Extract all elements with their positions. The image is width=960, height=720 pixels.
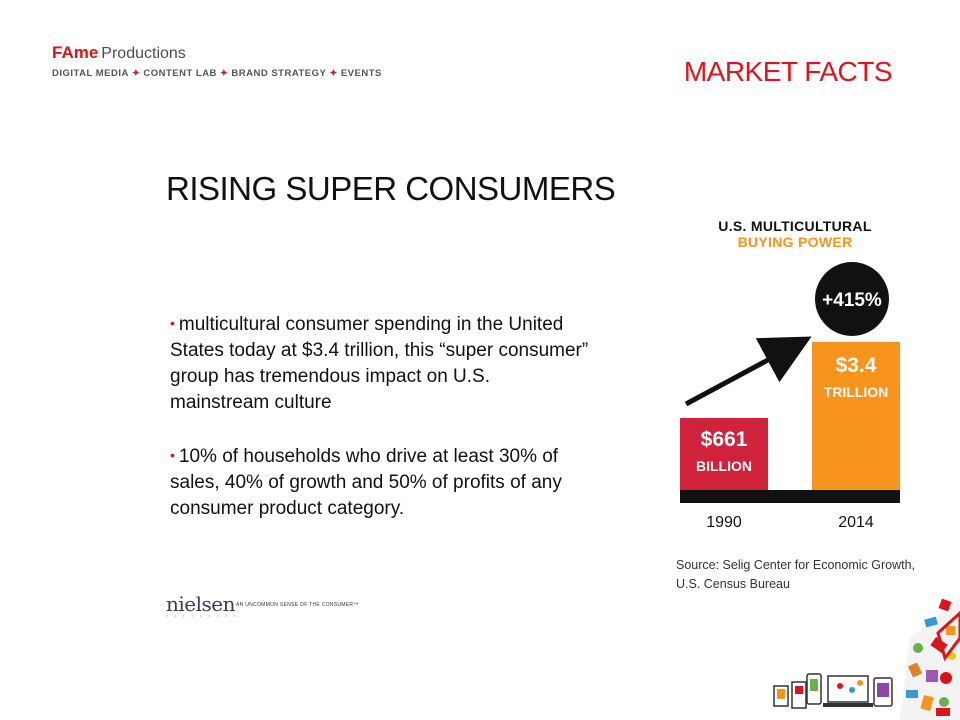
- nielsen-logo: nielsen • • • • • • • • • AN UNCOMMON SE…: [166, 592, 358, 618]
- colorful-pattern: [900, 598, 960, 720]
- bar-2014-value: $3.4: [836, 354, 877, 377]
- source-line-1: Source: Selig Center for Economic Growth…: [676, 558, 915, 572]
- company-logo: FAme Productions DIGITAL MEDIA ✦ CONTENT LA…: [52, 43, 382, 80]
- source-line-2: U.S. Census Bureau: [676, 577, 790, 591]
- service-item: BRAND STRATEGY: [231, 68, 327, 79]
- growth-badge: [815, 262, 889, 336]
- bullet-icon: •: [170, 315, 175, 331]
- bar-1990-value: $661: [701, 428, 748, 451]
- category-label-1990: 1990: [706, 514, 742, 531]
- bullet-list: • multicultural consumer spending in the …: [170, 310, 590, 548]
- service-item: DIGITAL MEDIA: [52, 68, 129, 79]
- category-label-2014: 2014: [838, 514, 874, 531]
- diamond-icon: ✦: [131, 68, 141, 79]
- nielsen-wordmark: nielsen: [166, 592, 235, 616]
- bar-2014: [812, 342, 900, 490]
- infographic-title: U.S. MULTICULTURAL: [718, 218, 872, 234]
- bullet-text: 10% of households who drive at least 30%…: [170, 446, 562, 519]
- bullet-icon: •: [170, 447, 175, 463]
- diamond-icon: ✦: [329, 68, 338, 79]
- decorative-devices-graphic: [773, 598, 960, 720]
- buying-power-chart: +415% $661 BILLION $3.4 TRILLION 1990 20…: [680, 262, 900, 531]
- device-icons: [773, 673, 893, 709]
- logo-brand: FAme: [52, 43, 99, 62]
- services-list: DIGITAL MEDIA ✦ CONTENT LAB ✦ BRAND STRATEGY…: [52, 68, 382, 79]
- growth-badge-label: +415%: [822, 290, 882, 311]
- bullet-text: multicultural consumer spending in the U…: [170, 314, 589, 413]
- nielsen-dots: • • • • • • • • •: [166, 613, 239, 618]
- infographic-subtitle: BUYING POWER: [737, 234, 853, 250]
- bar-2014-unit: TRILLION: [824, 384, 889, 400]
- section-title: MARKET FACTS: [683, 56, 893, 87]
- growth-arrow: [684, 336, 812, 407]
- service-item: EVENTS: [340, 68, 382, 79]
- logo-suffix: Productions: [101, 45, 186, 62]
- bullet-item: • 10% of households who drive at least 30…: [170, 442, 590, 522]
- chart-source: Source: Selig Center for Economic Growth…: [676, 556, 915, 594]
- chart-baseline: [680, 490, 900, 503]
- diamond-icon: ✦: [219, 68, 229, 79]
- bar-1990-unit: BILLION: [696, 458, 752, 474]
- service-item: CONTENT LAB: [143, 68, 217, 79]
- bar-1990: [680, 418, 768, 490]
- nielsen-tagline: AN UNCOMMON SENSE OF THE CONSUMER™: [236, 602, 359, 608]
- bullet-item: • multicultural consumer spending in the …: [170, 310, 590, 416]
- slide-title: RISING SUPER CONSUMERS: [166, 170, 616, 207]
